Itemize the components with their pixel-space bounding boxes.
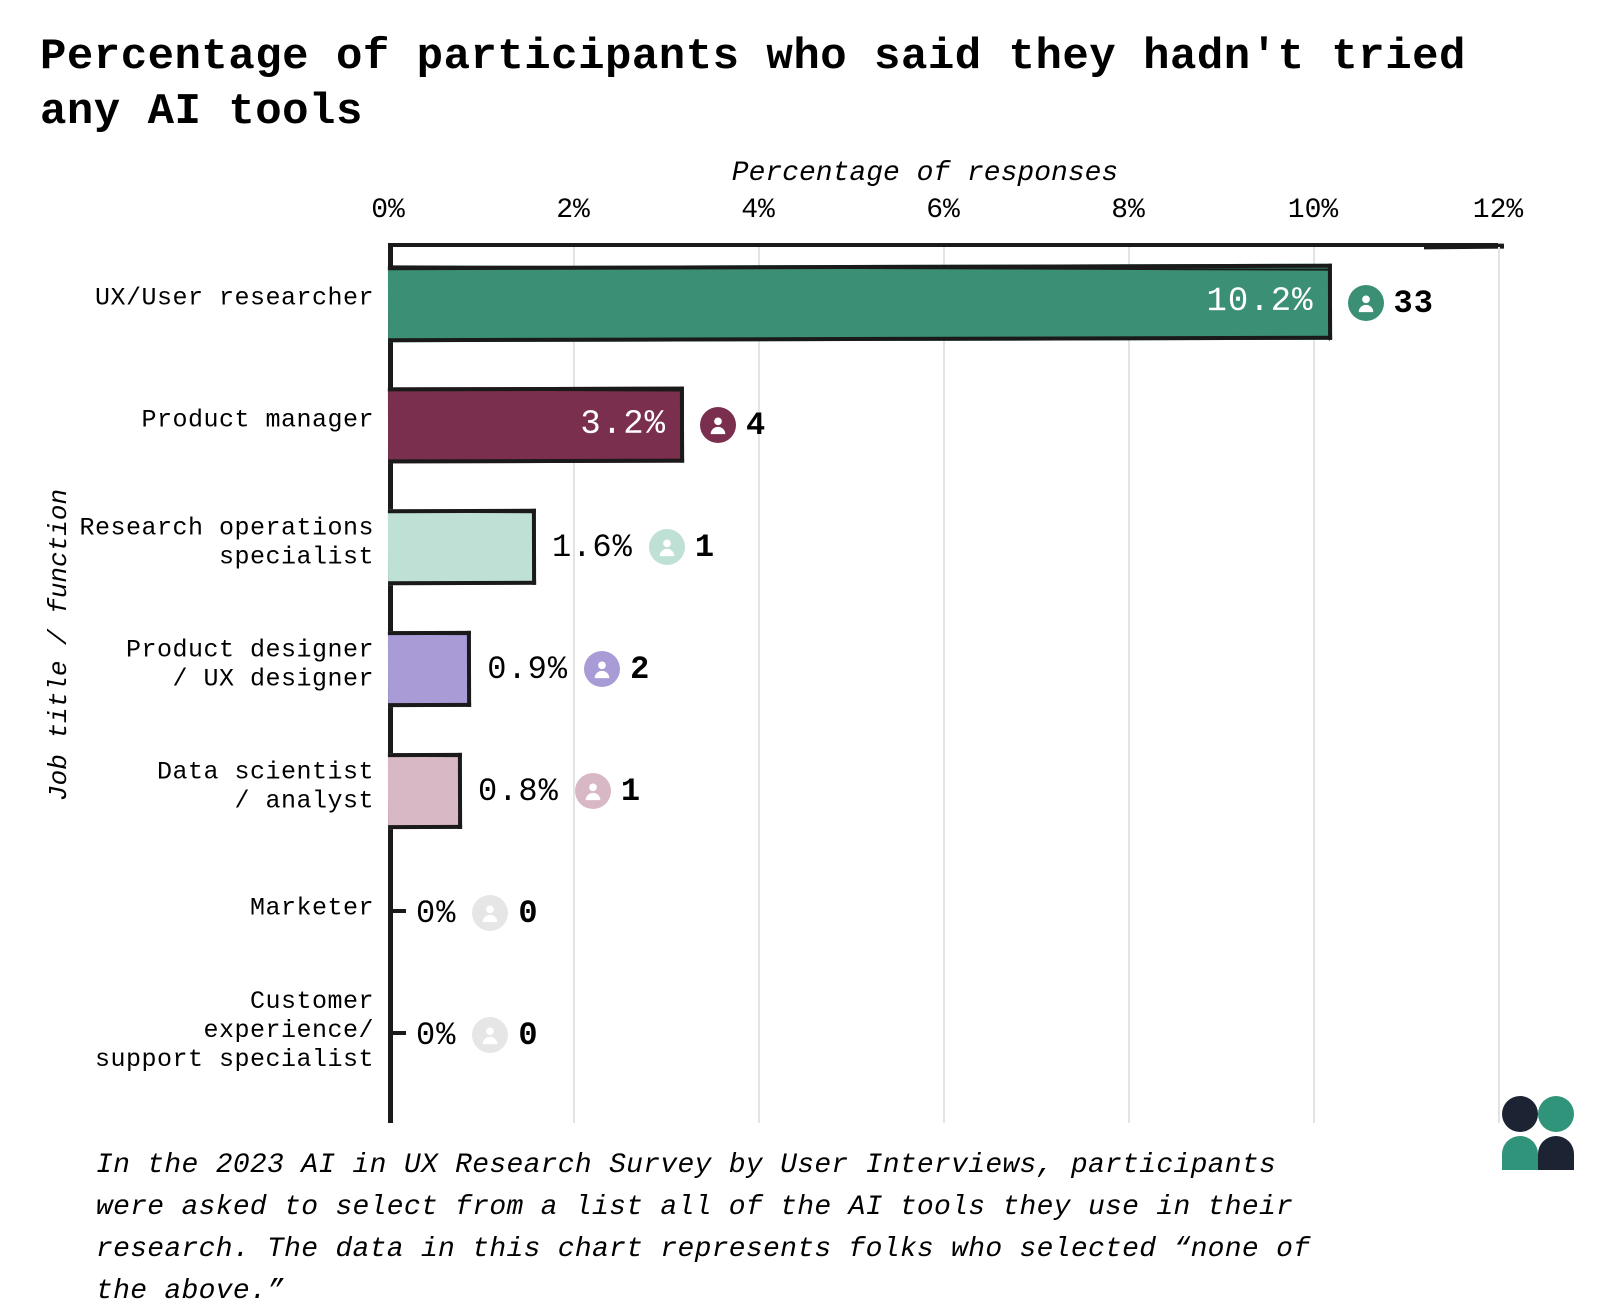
- gridline: [1128, 247, 1130, 1123]
- bar-value-label: 3.2%: [580, 406, 666, 444]
- category-labels: UX/User researcher Product manager Researc…: [78, 243, 388, 1123]
- count-value: 1: [621, 773, 641, 810]
- bar-value-label: 1.6%: [552, 529, 633, 566]
- gridline: [1313, 247, 1315, 1123]
- bar: [388, 753, 462, 829]
- count-value: 0: [518, 1017, 538, 1054]
- x-axis-label: Percentage of responses: [400, 158, 1450, 189]
- grid-area: 10.2% 33 3.2% 4 1.6% 1 0.9% 2 0.8% 1 0% 0 0% 0: [388, 243, 1498, 1123]
- bar: [388, 509, 536, 585]
- count-value: 4: [746, 407, 766, 444]
- count-badge: 0: [472, 895, 538, 932]
- person-icon: [472, 1017, 508, 1053]
- count-badge: 4: [700, 407, 766, 444]
- x-tick: 10%: [1288, 195, 1338, 226]
- x-tick: 8%: [1111, 195, 1145, 226]
- bar-value-label: 10.2%: [1206, 283, 1313, 321]
- count-value: 2: [630, 651, 650, 688]
- chart-page: Percentage of participants who said they…: [0, 0, 1600, 1282]
- count-badge: 33: [1348, 285, 1434, 322]
- gridline: [943, 247, 945, 1123]
- chart-caption: In the 2023 AI in UX Research Survey by …: [96, 1145, 1340, 1313]
- person-icon: [1348, 285, 1384, 321]
- category-label: UX/User researcher: [95, 285, 374, 314]
- x-axis-ticks: 0%2%4%6%8%10%12%: [388, 195, 1498, 243]
- bar-row: 0% 0: [388, 875, 539, 951]
- count-value: 0: [518, 895, 538, 932]
- bar-value-label: 0.9%: [487, 651, 568, 688]
- chart-title: Percentage of participants who said they…: [40, 30, 1560, 140]
- bar-row: 10.2% 33: [388, 265, 1434, 341]
- bar-row: 1.6% 1: [388, 509, 715, 585]
- count-badge: 1: [575, 773, 641, 810]
- category-label: Product designer / UX designer: [126, 636, 374, 694]
- bar: [388, 631, 471, 707]
- brand-logo: [1498, 1092, 1578, 1172]
- x-tick: 2%: [556, 195, 590, 226]
- count-badge: 2: [584, 651, 650, 688]
- gridline: [758, 247, 760, 1123]
- bar-value-label: 0%: [416, 895, 456, 932]
- category-label: Product manager: [141, 407, 374, 436]
- x-tick: 0%: [371, 195, 405, 226]
- bar-value-label: 0%: [416, 1017, 456, 1054]
- count-value: 1: [695, 529, 715, 566]
- bar: 3.2%: [388, 387, 684, 464]
- category-label: Marketer: [250, 895, 374, 924]
- plot-area: UX/User researcher Product manager Researc…: [78, 243, 1560, 1123]
- y-axis-label: Job title / function: [40, 235, 78, 1055]
- person-icon: [584, 651, 620, 687]
- plot-column: 0%2%4%6%8%10%12% UX/User researcherProdu…: [78, 195, 1560, 1123]
- bar-row: 0.8% 1: [388, 753, 641, 829]
- category-label: Research operations specialist: [79, 514, 374, 572]
- gridline: [1498, 247, 1500, 1123]
- bar-row: 0.9% 2: [388, 631, 650, 707]
- bar-row: 0% 0: [388, 997, 539, 1073]
- chart-wrap: Job title / function 0%2%4%6%8%10%12% UX…: [40, 195, 1560, 1123]
- zero-tick: [388, 1031, 406, 1035]
- count-badge: 0: [472, 1017, 538, 1054]
- person-icon: [649, 529, 685, 565]
- count-value: 33: [1394, 285, 1434, 322]
- x-tick: 4%: [741, 195, 775, 226]
- category-label: Data scientist / analyst: [157, 758, 374, 816]
- zero-tick: [388, 909, 406, 913]
- category-label: Customer experience/ support specialist: [78, 988, 374, 1074]
- bar-row: 3.2% 4: [388, 387, 766, 463]
- bar-value-label: 0.8%: [478, 773, 559, 810]
- count-badge: 1: [649, 529, 715, 566]
- person-icon: [472, 895, 508, 931]
- x-tick: 6%: [926, 195, 960, 226]
- bar: 10.2%: [388, 264, 1332, 342]
- x-tick: 12%: [1473, 195, 1523, 226]
- person-icon: [700, 407, 736, 443]
- person-icon: [575, 773, 611, 809]
